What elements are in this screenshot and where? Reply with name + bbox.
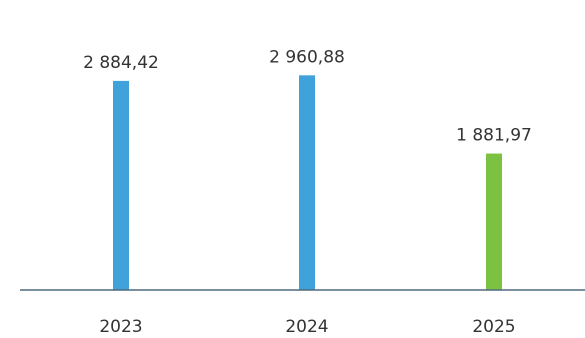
bar-2023: [113, 80, 129, 290]
bars-layer: [113, 75, 502, 290]
bar-2025: [486, 153, 502, 290]
x-tick-labels-layer: 2023 2024 2025: [99, 317, 515, 337]
value-labels-layer: 2 884,42 2 960,88 1 881,97: [83, 47, 532, 145]
x-tick-label-2023: 2023: [99, 317, 142, 337]
x-tick-label-2025: 2025: [472, 317, 515, 337]
value-label-2024: 2 960,88: [269, 47, 345, 67]
bar-2024: [299, 75, 315, 290]
value-label-2023: 2 884,42: [83, 53, 159, 73]
x-tick-label-2024: 2024: [285, 317, 328, 337]
value-label-2025: 1 881,97: [456, 126, 532, 146]
